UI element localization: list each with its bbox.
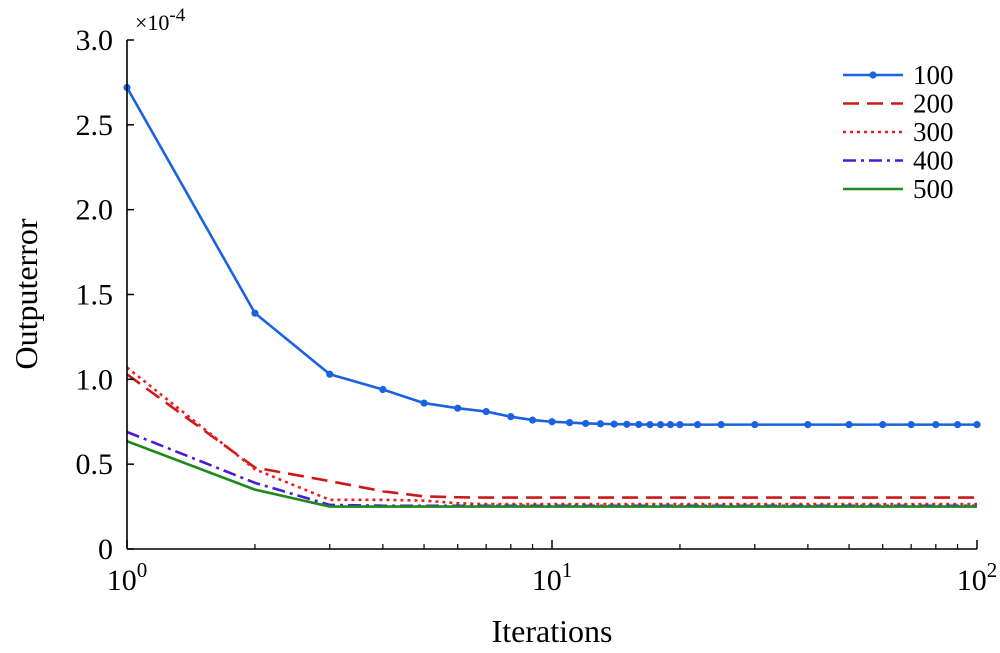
data-point: [596, 420, 605, 428]
x-tick-base: 10: [107, 564, 137, 597]
series-line: [126, 366, 977, 506]
x-tick-exp: 2: [987, 558, 998, 582]
x-axis-title: Iterations: [492, 613, 613, 649]
data-point: [879, 421, 887, 429]
series-300: [126, 366, 977, 506]
y-ticks: 0 0.5 1.0 1.5 2.0 2.5 3.0: [76, 24, 134, 566]
data-point: [973, 421, 981, 429]
y-tick-label: 1.0: [76, 363, 114, 396]
data-point: [482, 407, 490, 416]
legend-label: 400: [913, 146, 954, 176]
x-tick-exp: 0: [137, 558, 148, 582]
y-tick-label: 2.5: [76, 109, 114, 142]
x-tick-exp: 1: [562, 558, 573, 582]
data-point: [804, 421, 812, 429]
legend-marker: [869, 71, 877, 79]
series-line: [126, 440, 977, 508]
data-point: [623, 420, 631, 428]
series-100: [123, 83, 981, 429]
data-point: [717, 421, 725, 429]
data-point: [953, 421, 962, 429]
data-point: [507, 413, 515, 421]
data-point: [610, 420, 618, 428]
data-point: [751, 421, 759, 429]
x-tick-label: 102: [957, 558, 998, 597]
legend-label: 300: [913, 117, 954, 147]
data-point: [528, 416, 537, 424]
data-point: [635, 420, 643, 429]
x-tick-base: 10: [532, 564, 562, 597]
y-multiplier-base: ×10: [135, 10, 169, 35]
data-point: [932, 421, 940, 429]
y-multiplier-exp: -4: [169, 5, 185, 26]
y-multiplier-label: ×10-4: [135, 5, 186, 35]
data-point: [251, 309, 259, 317]
data-point: [845, 421, 853, 429]
legend-item: 200: [843, 89, 954, 119]
series-500: [126, 440, 977, 508]
legend-label: 500: [913, 174, 954, 204]
y-tick-label: 3.0: [76, 24, 114, 57]
data-point: [454, 404, 462, 412]
data-point: [326, 370, 334, 378]
series-line: [125, 86, 977, 426]
series-200: [126, 373, 977, 499]
y-tick-label: 2.0: [76, 194, 114, 227]
data-point: [676, 421, 684, 429]
y-tick-label: 0.5: [76, 448, 114, 481]
series-line: [126, 373, 977, 499]
x-tick-label: 100: [107, 558, 148, 597]
data-point: [666, 421, 675, 429]
data-point: [565, 418, 574, 427]
data-point: [907, 421, 915, 429]
legend-item: 400: [843, 146, 954, 176]
x-tick-label: 101: [532, 558, 573, 597]
data-point: [548, 418, 556, 426]
y-tick-label: 1.5: [76, 279, 114, 312]
x-ticks: 100 101 102: [107, 540, 998, 597]
data-point: [420, 399, 428, 407]
legend-item: 500: [843, 174, 954, 204]
data-point: [379, 385, 387, 394]
legend-item: 100: [843, 60, 954, 90]
data-point: [693, 421, 702, 429]
legend-item: 300: [843, 117, 954, 147]
series-layer: [123, 83, 981, 508]
data-point: [646, 421, 654, 429]
legend-label: 200: [913, 89, 954, 119]
y-tick-label: 0: [98, 533, 113, 566]
y-axis-title: Outputerror: [8, 218, 44, 369]
data-point: [582, 419, 590, 428]
x-tick-base: 10: [957, 564, 987, 597]
legend-label: 100: [913, 60, 954, 90]
data-point: [656, 421, 665, 429]
